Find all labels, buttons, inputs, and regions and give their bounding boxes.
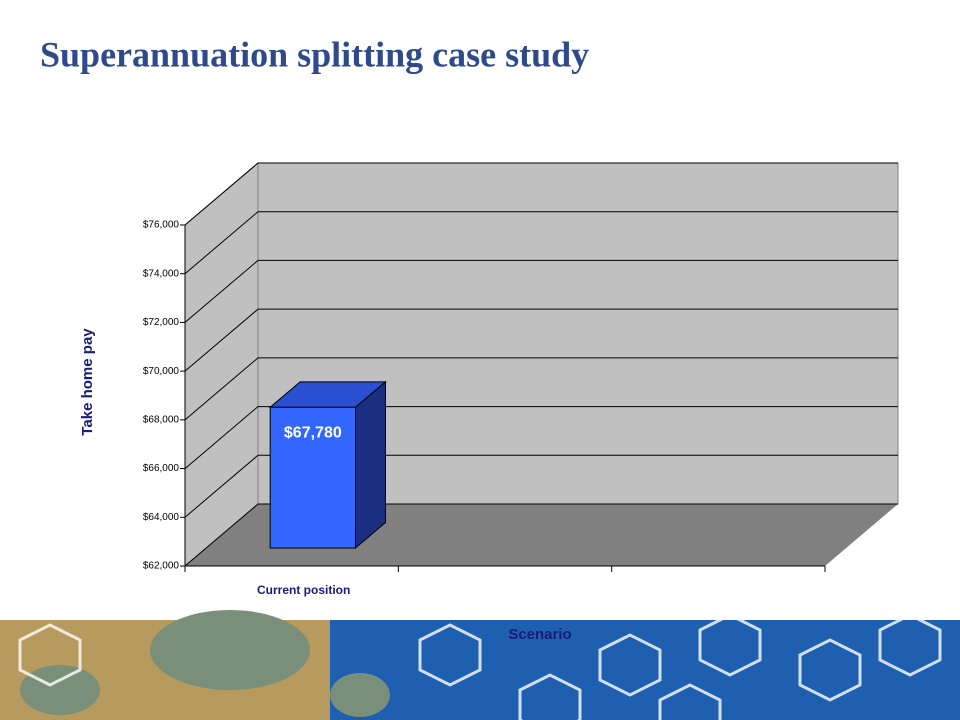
footer-hexagons (18, 613, 942, 720)
footer-dome (20, 665, 100, 715)
grid-line (184, 357, 898, 421)
bar (269, 406, 357, 549)
grid-line (184, 308, 898, 372)
y-tick-label: $70,000 (143, 366, 180, 377)
grid-line (184, 406, 898, 469)
y-axis-title: Take home pay (79, 328, 96, 436)
grid-line (184, 454, 898, 518)
slide-title: Superannuation splitting case study (40, 34, 589, 74)
x-axis-title: Scenario (508, 626, 571, 643)
y-tick-label: $74,000 (143, 268, 180, 279)
y-tick-label: $72,000 (143, 317, 180, 328)
grid-line (184, 503, 898, 567)
grid-line (184, 162, 898, 226)
y-tick-label: $66,000 (143, 463, 180, 474)
grid-line (184, 211, 898, 275)
y-tick-label: $68,000 (143, 414, 180, 425)
footer-band (0, 610, 960, 720)
grid-line (184, 259, 898, 323)
x-tick-label: Current position (257, 583, 350, 597)
value-label: $67,780 (284, 424, 342, 441)
side-wall (184, 161, 259, 568)
footer-dome (330, 673, 390, 717)
y-tick-label: $62,000 (143, 561, 180, 572)
y-tick-label: $76,000 (143, 220, 180, 231)
footer-dome (150, 610, 310, 690)
y-tick-label: $64,000 (143, 512, 180, 523)
bar-side (355, 380, 386, 550)
